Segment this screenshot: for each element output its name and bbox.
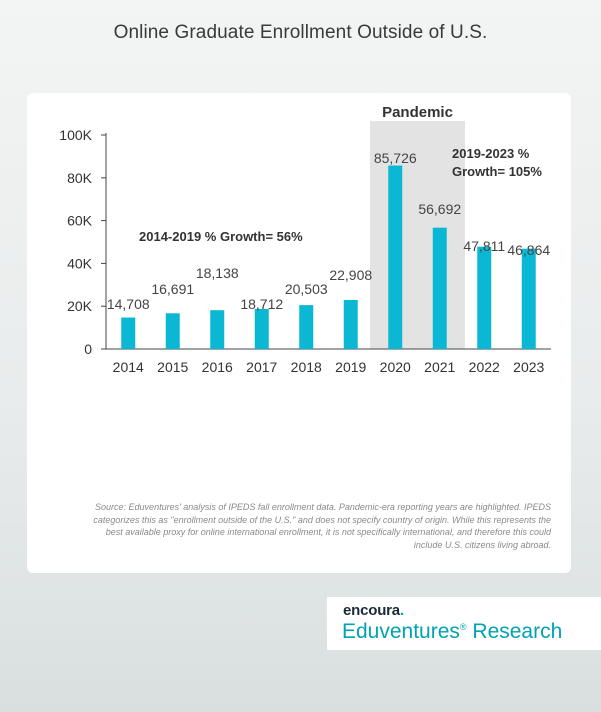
y-tick-label: 20K	[67, 298, 93, 314]
y-tick-label: 0	[84, 341, 92, 357]
y-tick-label: 60K	[67, 213, 93, 229]
value-label: 16,691	[151, 281, 194, 297]
growth-annotation-2014-2019: 2014-2019 % Growth= 56%	[139, 229, 303, 244]
x-tick-label: 2019	[335, 359, 366, 375]
logo-product: Eduventures® Research	[342, 620, 563, 643]
bar-2019	[343, 299, 358, 349]
bar-2023	[521, 248, 536, 349]
x-tick-label: 2023	[513, 359, 544, 375]
value-label: 14,708	[107, 296, 150, 312]
growth-annotation-2019-2023: 2019-2023 %	[452, 146, 530, 161]
x-tick-label: 2021	[424, 359, 455, 375]
source-note: Source: Eduventures' analysis of IPEDS f…	[93, 502, 551, 550]
bar-2020	[388, 165, 403, 349]
x-tick-label: 2018	[291, 359, 322, 375]
value-label: 47,811	[463, 238, 505, 254]
pandemic-label: Pandemic	[382, 104, 453, 121]
bar-2017	[254, 308, 269, 349]
value-label: 18,138	[196, 265, 239, 281]
pandemic-highlight-band	[370, 121, 465, 349]
y-tick-label: 100K	[59, 127, 92, 143]
encoura-logo: encoura. Eduventures® Research	[327, 597, 601, 650]
x-tick-label: 2020	[380, 359, 411, 375]
growth-annotation-2019-2023: Growth= 105%	[452, 164, 542, 179]
bar-2015	[165, 313, 180, 349]
bar-2016	[210, 310, 225, 349]
logo-brand: encoura.	[343, 602, 404, 619]
x-tick-label: 2022	[469, 359, 500, 375]
x-tick-label: 2014	[113, 359, 144, 375]
x-tick-label: 2016	[202, 359, 233, 375]
value-label: 18,712	[240, 296, 283, 312]
value-label: 85,726	[374, 150, 417, 166]
bar-2018	[299, 305, 314, 349]
value-label: 20,503	[285, 281, 328, 297]
y-tick-label: 80K	[67, 170, 93, 186]
y-tick-label: 40K	[67, 255, 93, 271]
value-label: 46,864	[507, 242, 550, 258]
value-label: 56,692	[418, 201, 461, 217]
bar-chart: Pandemic 0 20K 40K 60K 80K 100K 2014 2015 2016 201…	[59, 104, 551, 375]
x-tick-label: 2017	[246, 359, 277, 375]
chart-card: Pandemic 0 20K 40K 60K 80K 100K 2014 2015 2016 201…	[27, 93, 571, 573]
bar-2022	[477, 246, 492, 349]
x-tick-label: 2015	[157, 359, 188, 375]
bar-2014	[121, 317, 136, 349]
value-label: 22,908	[329, 267, 372, 283]
bar-2021	[432, 227, 447, 349]
chart-title: Online Graduate Enrollment Outside of U.…	[113, 22, 488, 43]
